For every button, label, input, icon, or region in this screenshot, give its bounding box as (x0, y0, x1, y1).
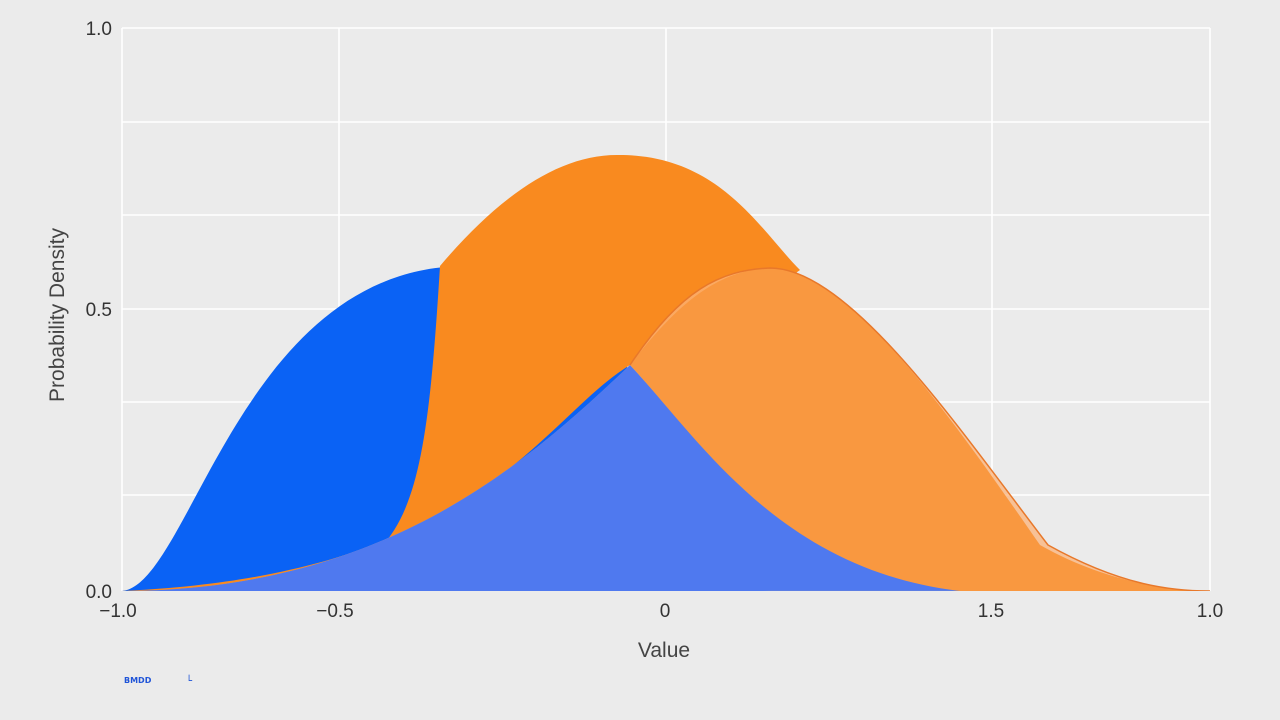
density-overlap (122, 365, 997, 591)
x-tick-2: 0 (660, 601, 671, 622)
legend: BMDD └ (124, 674, 193, 687)
x-tick-3: 1.5 (978, 601, 1004, 622)
density-area-orange (122, 154, 800, 591)
x-axis-title: Value (638, 639, 690, 662)
x-tick-4: 1.0 (1197, 601, 1223, 622)
y-axis-title: Probability Density (46, 228, 69, 402)
y-tick-2: 1.0 (86, 19, 112, 40)
legend-mark: └ (186, 674, 193, 687)
legend-label: BMDD (124, 676, 152, 685)
density-outline-orange (629, 267, 1210, 591)
y-tick-0: 0.0 (86, 582, 112, 603)
density-tail-orange (630, 268, 1210, 591)
plot-area (122, 154, 1210, 591)
y-tick-1: 0.5 (86, 300, 112, 321)
x-tick-0: −1.0 (99, 601, 137, 622)
x-tick-1: −0.5 (316, 601, 354, 622)
